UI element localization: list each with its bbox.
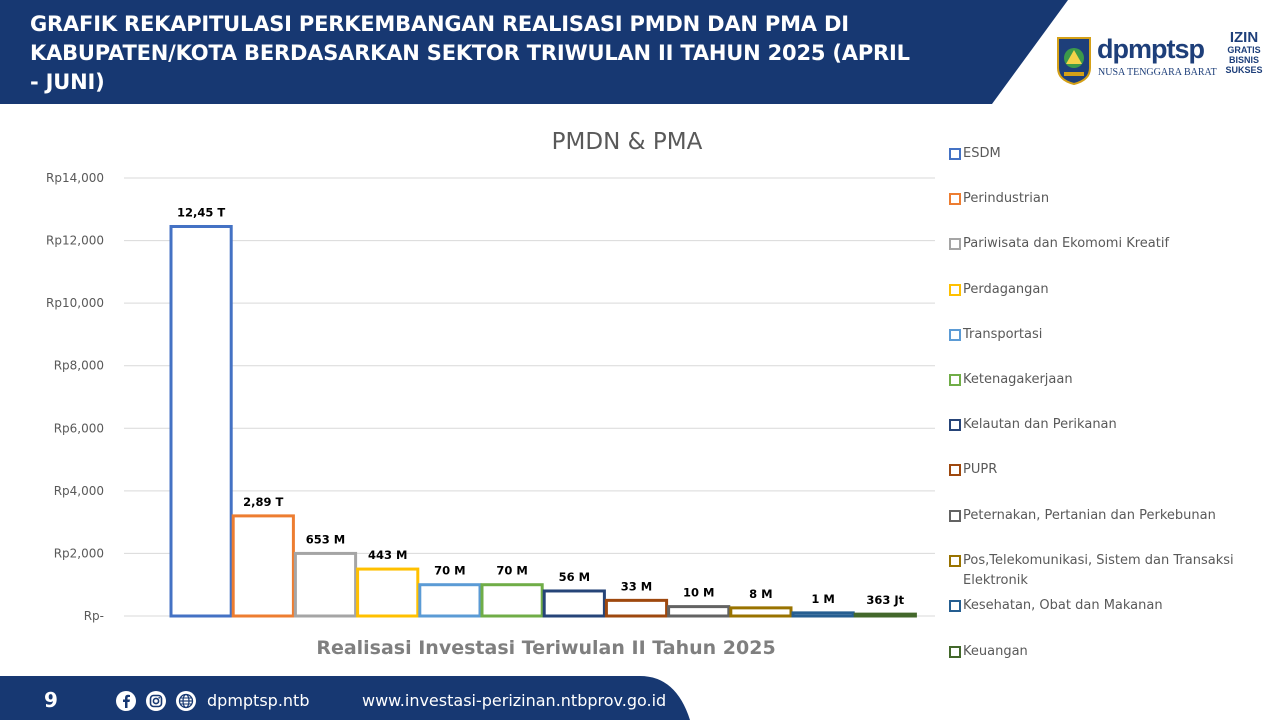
bar xyxy=(231,514,295,618)
data-label: 10 M xyxy=(683,586,714,600)
social-handle[interactable]: dpmptsp.ntb xyxy=(207,691,310,710)
legend-swatch xyxy=(949,238,961,250)
x-axis-label: Realisasi Investasi Teriwulan II Tahun 2… xyxy=(316,637,775,659)
legend-swatch xyxy=(949,510,961,522)
instagram-icon[interactable] xyxy=(145,690,167,712)
legend-label: Kelautan dan Perikanan xyxy=(963,417,1117,432)
bar xyxy=(169,224,233,618)
y-tick-label: Rp4,000 xyxy=(54,484,104,498)
legend-swatch xyxy=(949,329,961,341)
legend-item: Perindustrian xyxy=(948,189,1258,209)
bar xyxy=(729,606,793,618)
legend-swatch xyxy=(949,284,961,296)
chart-title: PMDN & PMA xyxy=(552,129,703,155)
y-tick-label: Rp8,000 xyxy=(54,359,104,373)
legend-label: Pariwisata dan Ekomomi Kreatif xyxy=(963,236,1170,251)
data-label: 8 M xyxy=(749,587,772,601)
page-number: 9 xyxy=(44,688,58,712)
legend-item: Pariwisata dan Ekomomi Kreatif xyxy=(948,234,1258,254)
y-tick-label: Rp14,000 xyxy=(46,171,104,185)
y-tick-label: Rp2,000 xyxy=(54,546,104,560)
legend-swatch xyxy=(949,193,961,205)
data-label: 653 M xyxy=(306,532,345,546)
bar xyxy=(604,598,669,618)
legend-label: Kesehatan, Obat dan Makanan xyxy=(963,598,1163,613)
data-label: 70 M xyxy=(496,564,527,578)
legend-item: Keuangan xyxy=(948,642,1258,662)
header-band xyxy=(0,0,1068,104)
data-label: 56 M xyxy=(559,570,590,584)
legend-item: Pos,Telekomunikasi, Sistem dan Transaksi… xyxy=(948,551,1258,591)
bar-chart: PMDN & PMA Rp14,000 Rp12,000 Rp10,000 Rp8,00… xyxy=(46,129,935,659)
legend-swatch xyxy=(949,600,961,612)
legend-label: ESDM xyxy=(963,146,1001,161)
izin-gratis-badge: IZIN GRATIS BISNIS SUKSES xyxy=(1222,30,1266,75)
ntb-crest-logo xyxy=(1057,37,1091,86)
legend-swatch xyxy=(949,419,961,431)
dpmptsp-logo: dpmptsp xyxy=(1097,34,1205,64)
data-label: 363 Jt xyxy=(866,593,904,607)
bar xyxy=(542,589,606,618)
legend-item: Perdagangan xyxy=(948,280,1258,300)
page-title: GRAFIK REKAPITULASI PERKEMBANGAN REALISA… xyxy=(30,12,910,94)
globe-icon[interactable] xyxy=(175,690,197,712)
legend-swatch xyxy=(949,374,961,386)
badge-line-4: SUKSES xyxy=(1225,65,1263,75)
legend-item: Ketenagakerjaan xyxy=(948,370,1258,390)
legend-item: ESDM xyxy=(948,144,1258,164)
legend-swatch xyxy=(949,148,961,160)
data-label: 33 M xyxy=(621,579,652,593)
website-url[interactable]: www.investasi-perizinan.ntbprov.go.id xyxy=(362,691,667,710)
legend-label: PUPR xyxy=(963,462,998,477)
badge-line-3: BISNIS xyxy=(1228,55,1259,65)
data-label: 1 M xyxy=(811,592,834,606)
legend-swatch xyxy=(949,555,961,567)
bar xyxy=(356,567,420,618)
bar xyxy=(853,612,917,618)
legend-label: Peternakan, Pertanian dan Perkebunan xyxy=(963,508,1216,523)
data-label: 70 M xyxy=(434,564,465,578)
badge-line-1: IZIN xyxy=(1229,29,1259,46)
dpmptsp-subtitle: NUSA TENGGARA BARAT xyxy=(1098,67,1217,78)
data-label: 443 M xyxy=(368,548,407,562)
legend-label: Keuangan xyxy=(963,644,1028,659)
legend-swatch xyxy=(949,464,961,476)
legend-item: Transportasi xyxy=(948,325,1258,345)
y-tick-label: Rp12,000 xyxy=(46,234,104,248)
y-tick-label: Rp- xyxy=(84,609,104,623)
legend-label: Transportasi xyxy=(963,327,1043,342)
bar xyxy=(667,605,731,618)
y-tick-label: Rp10,000 xyxy=(46,296,104,310)
bar xyxy=(791,611,855,618)
legend-item: Kesehatan, Obat dan Makanan xyxy=(948,596,1258,616)
bar xyxy=(418,583,482,618)
legend-item: PUPR xyxy=(948,460,1258,480)
data-label: 12,45 T xyxy=(177,205,225,219)
legend-label: Perindustrian xyxy=(963,191,1050,206)
legend-item: Peternakan, Pertanian dan Perkebunan xyxy=(948,506,1258,526)
legend-item: Kelautan dan Perikanan xyxy=(948,415,1258,435)
bar xyxy=(480,583,544,618)
bar xyxy=(293,551,358,618)
data-label: 2,89 T xyxy=(243,495,283,509)
y-tick-label: Rp6,000 xyxy=(54,421,104,435)
facebook-icon[interactable] xyxy=(115,690,137,712)
badge-line-2: GRATIS xyxy=(1227,45,1261,55)
legend-label: Perdagangan xyxy=(963,282,1049,297)
legend-label: Pos,Telekomunikasi, Sistem dan Transaksi… xyxy=(963,553,1234,588)
legend-label: Ketenagakerjaan xyxy=(963,372,1073,387)
footer-band xyxy=(0,676,690,720)
legend-swatch xyxy=(949,646,961,658)
